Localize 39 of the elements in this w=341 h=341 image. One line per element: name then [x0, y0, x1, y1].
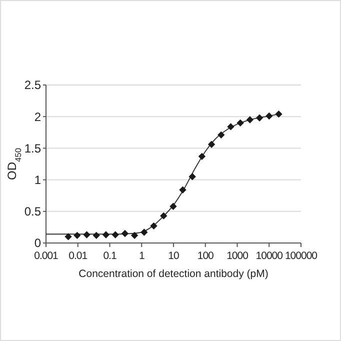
point [179, 186, 186, 194]
x-tick-label: 1000 [226, 250, 249, 262]
x-tick-label: 100000 [284, 250, 318, 262]
point [275, 110, 282, 118]
point [218, 131, 225, 139]
y-tick-label: 0.5 [24, 204, 42, 219]
point [266, 112, 273, 120]
x-tick-label: 10 [168, 250, 180, 262]
point [246, 116, 254, 124]
point [150, 222, 158, 230]
x-tick-label: 0.01 [68, 250, 88, 262]
point [236, 119, 244, 127]
y-tick-label: 1.5 [24, 141, 42, 156]
y-tick-label: 2 [34, 110, 42, 124]
point [121, 230, 129, 238]
point [140, 228, 148, 236]
point [92, 232, 100, 240]
point [130, 232, 138, 240]
x-tick-label: 10000 [256, 250, 284, 262]
point [256, 114, 264, 122]
point [170, 202, 177, 210]
point [208, 140, 216, 148]
point [160, 212, 168, 220]
y-tick-label: 2.5 [24, 78, 42, 92]
point [102, 231, 110, 238]
x-tick-label: 100 [197, 250, 214, 262]
x-tick-label: 0.1 [103, 250, 117, 262]
point [227, 123, 234, 130]
point [188, 173, 196, 180]
point [74, 232, 81, 240]
point [198, 152, 206, 160]
x-tick-label: 1 [138, 250, 145, 262]
x-tick-label: 0.001 [34, 250, 59, 262]
point [83, 231, 90, 238]
y-tick-label: 0 [34, 236, 42, 250]
point [112, 231, 119, 238]
y-tick-label: 1 [34, 173, 42, 187]
x-axis-title: Concentration of detection antibody (pM) [78, 268, 268, 280]
point [64, 233, 72, 240]
